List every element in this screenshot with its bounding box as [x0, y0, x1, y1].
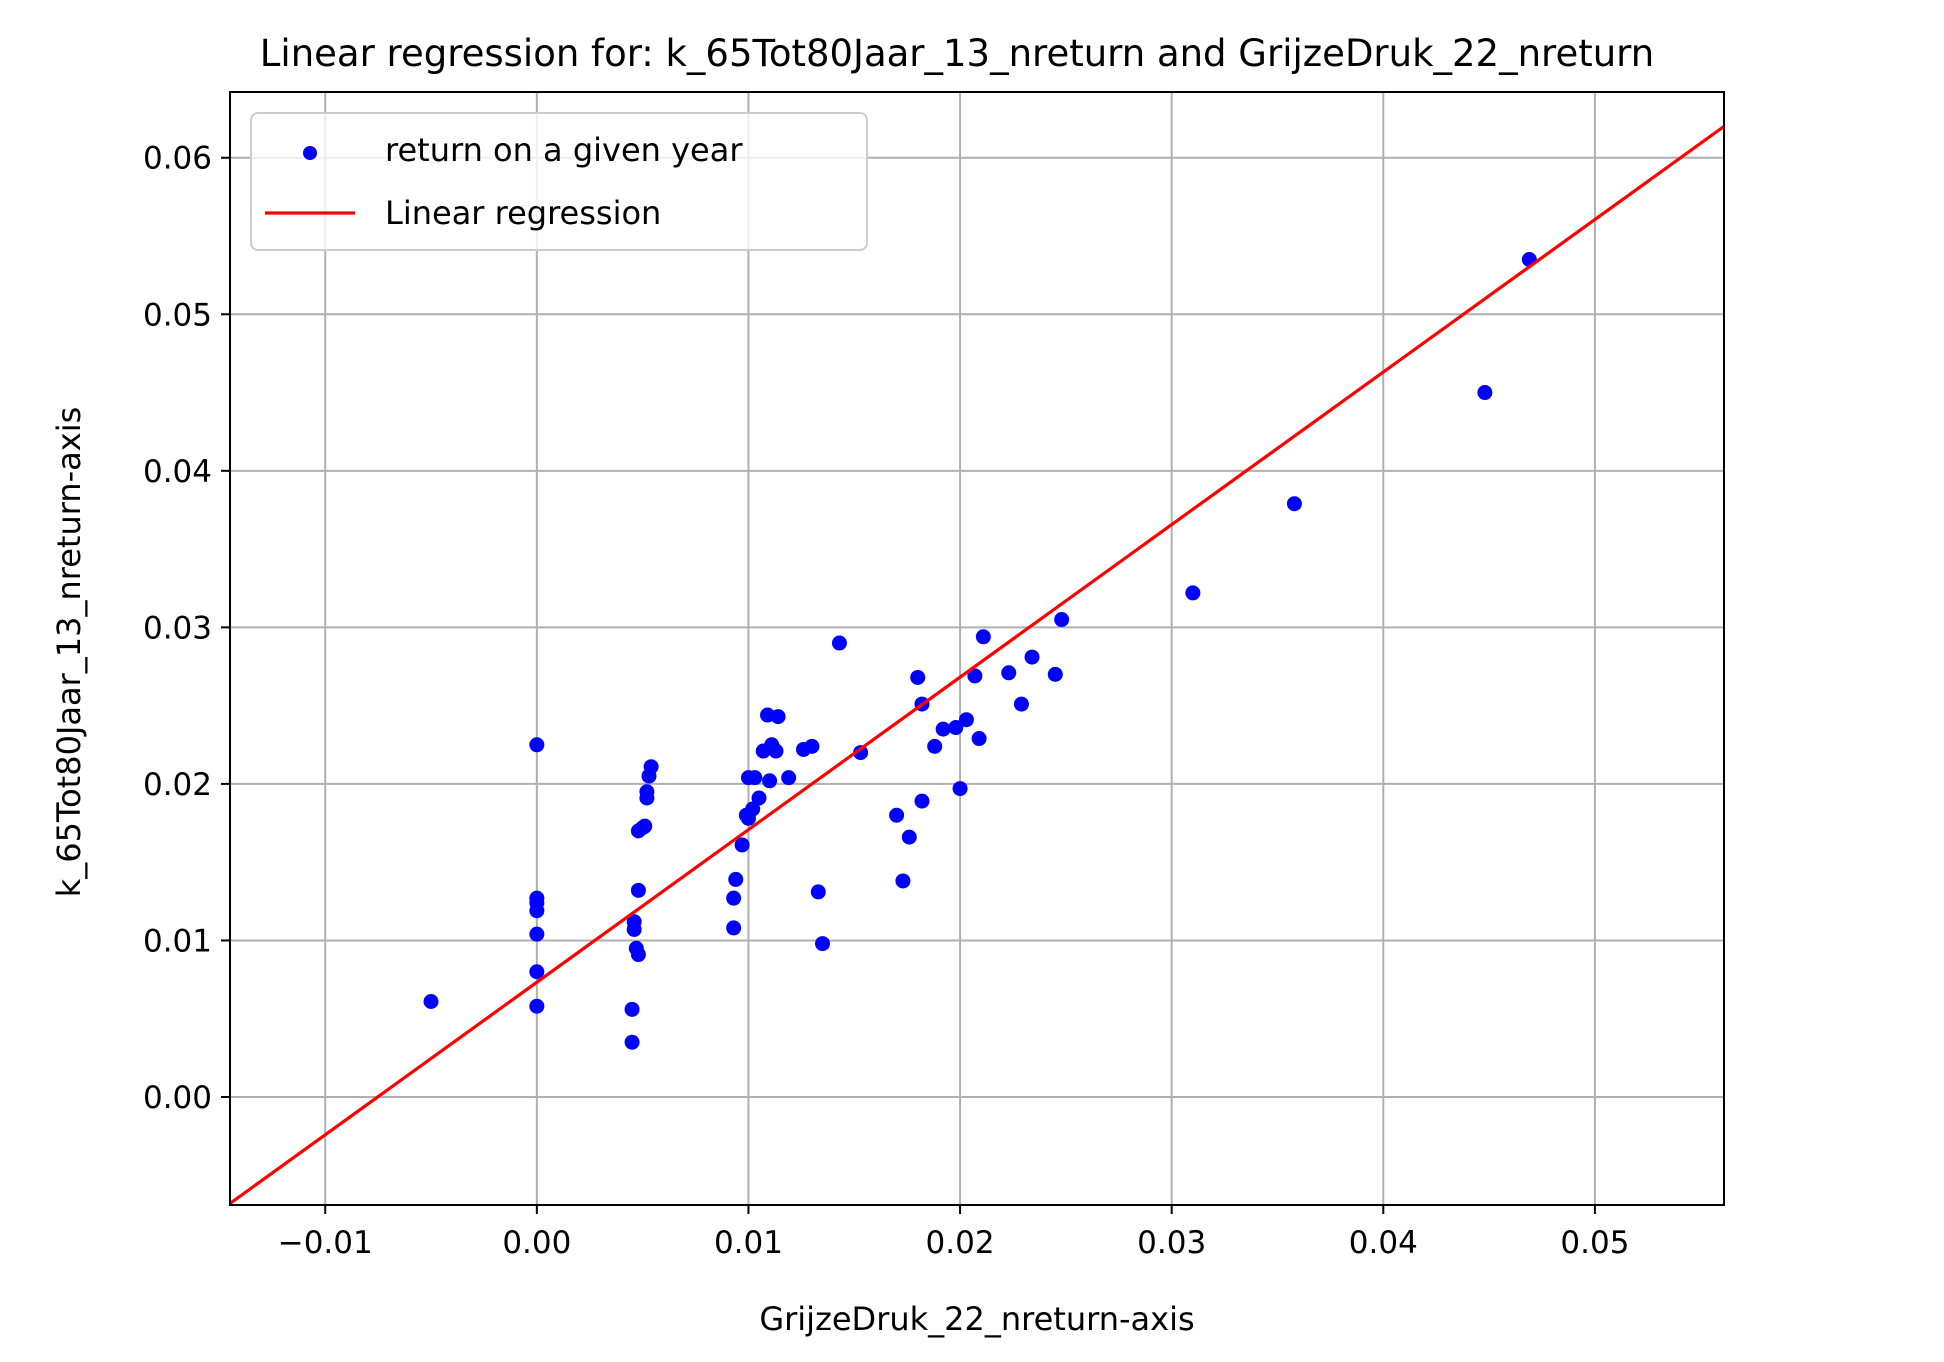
y-tick-label: 0.05 [143, 297, 212, 333]
data-point [853, 745, 869, 761]
y-tick-label: 0.00 [143, 1080, 212, 1116]
data-point [895, 873, 911, 889]
data-point [529, 964, 545, 980]
data-point [831, 635, 847, 651]
data-point [630, 882, 646, 898]
legend-label-scatter: return on a given year [385, 131, 743, 169]
data-point [734, 837, 750, 853]
data-point [726, 920, 742, 936]
data-point [529, 998, 545, 1014]
data-point [726, 890, 742, 906]
data-point [952, 781, 968, 797]
data-point [804, 738, 820, 754]
data-point [529, 903, 545, 919]
data-point [747, 770, 763, 786]
data-point [1047, 666, 1063, 682]
data-point [624, 1034, 640, 1050]
data-point [1477, 385, 1493, 401]
data-point [639, 790, 655, 806]
data-point [728, 871, 744, 887]
legend: return on a given year Linear regression [250, 112, 868, 251]
data-point [910, 669, 926, 685]
data-point [815, 936, 831, 952]
data-point [1286, 496, 1302, 512]
legend-marker-scatter [303, 146, 317, 160]
regression-line [230, 125, 1724, 1205]
y-tick-label: 0.02 [143, 767, 212, 803]
data-point [630, 947, 646, 963]
data-point [889, 807, 905, 823]
x-tick-label: 0.00 [502, 1225, 571, 1261]
data-point [1054, 612, 1070, 628]
plot-frame [229, 91, 1725, 1206]
data-point [626, 921, 642, 937]
data-point [967, 668, 983, 684]
data-point [1024, 649, 1040, 665]
y-tick-label: 0.01 [143, 923, 212, 959]
x-axis: −0.01 0.00 0.01 0.02 0.03 0.04 0.05 [278, 1205, 1629, 1261]
plot-area [230, 125, 1724, 1205]
data-point [745, 801, 761, 817]
data-point [948, 720, 964, 736]
x-tick-label: 0.04 [1349, 1225, 1418, 1261]
data-point [768, 743, 784, 759]
legend-label-line: Linear regression [385, 194, 661, 232]
data-point [643, 759, 659, 775]
x-tick-label: −0.01 [278, 1225, 373, 1261]
data-point [971, 731, 987, 747]
data-point [927, 738, 943, 754]
data-point [624, 1001, 640, 1017]
data-point [1001, 665, 1017, 681]
y-axis-label: k_65Tot80Jaar_13_nreturn-axis [50, 407, 88, 898]
data-point [958, 712, 974, 728]
x-tick-label: 0.02 [926, 1225, 995, 1261]
scatter-points [423, 251, 1537, 1050]
y-tick-label: 0.06 [143, 141, 212, 177]
y-axis: 0.00 0.01 0.02 0.03 0.04 0.05 0.06 [143, 141, 230, 1116]
data-point [975, 629, 991, 645]
y-tick-label: 0.03 [143, 610, 212, 646]
x-axis-label: GrijzeDruk_22_nreturn-axis [759, 1300, 1194, 1338]
data-point [810, 884, 826, 900]
data-point [762, 773, 778, 789]
data-point [751, 790, 767, 806]
data-point [935, 721, 951, 737]
y-tick-label: 0.04 [143, 454, 212, 490]
x-tick-label: 0.05 [1560, 1225, 1629, 1261]
x-tick-label: 0.01 [714, 1225, 783, 1261]
data-point [1013, 696, 1029, 712]
grid-lines [230, 92, 1724, 1205]
data-point [637, 818, 653, 834]
data-point [770, 709, 786, 725]
data-point [529, 926, 545, 942]
data-point [1185, 585, 1201, 601]
data-point [781, 770, 797, 786]
data-point [914, 793, 930, 809]
data-point [529, 737, 545, 753]
legend-box [250, 112, 868, 251]
x-tick-label: 0.03 [1137, 1225, 1206, 1261]
data-point [423, 993, 439, 1009]
chart-title: Linear regression for: k_65Tot80Jaar_13_… [260, 32, 1654, 75]
data-point [901, 829, 917, 845]
